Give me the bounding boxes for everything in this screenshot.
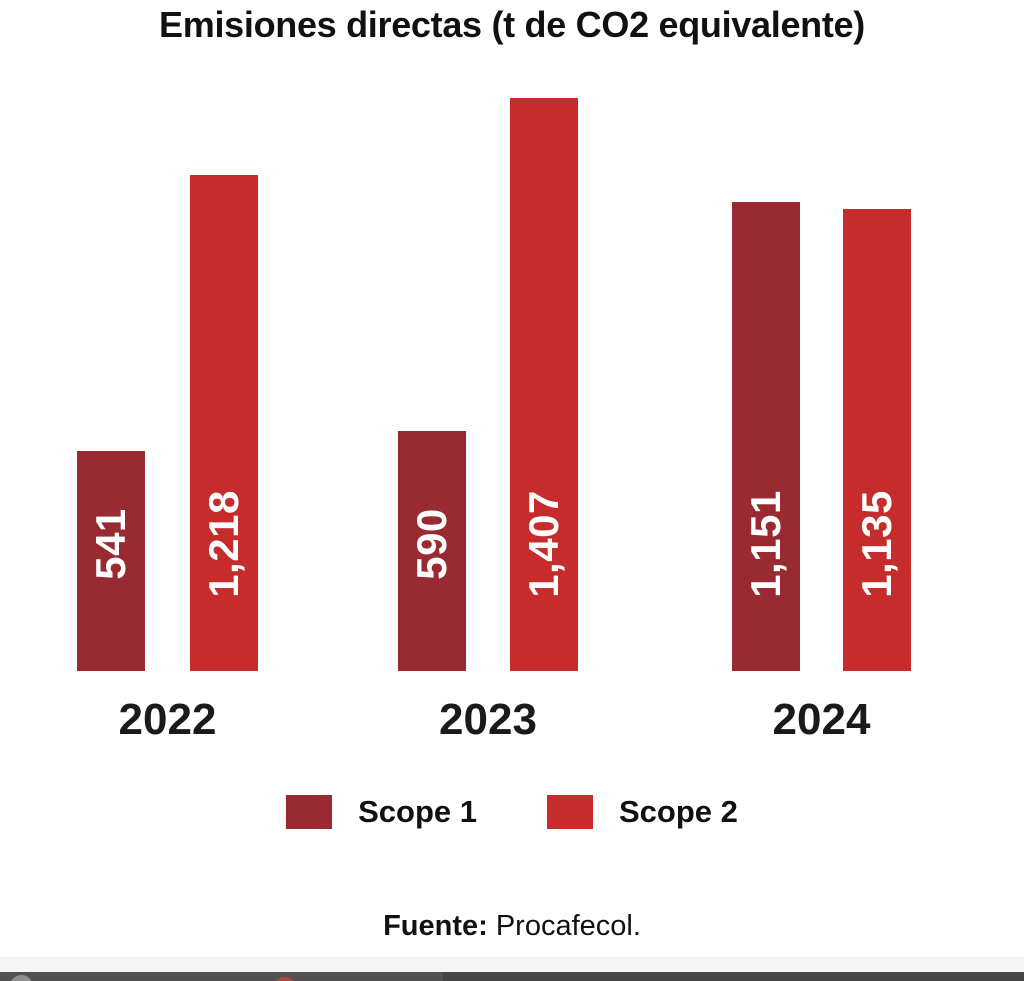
bar-scope-2-2023: 1,407 [510, 98, 578, 671]
plot-area: 541 1,218 590 1,407 1,151 1,135 [77, 98, 911, 671]
bar-value-label: 1,218 [200, 490, 247, 598]
legend: Scope 1 Scope 2 [0, 794, 1024, 830]
toolbar-record-dot-icon[interactable] [274, 977, 296, 981]
bar-scope-1-2022: 541 [77, 451, 145, 671]
x-axis-label-2022: 2022 [118, 695, 217, 744]
bar-value-label: 541 [87, 508, 134, 580]
legend-swatch-icon [286, 795, 333, 829]
bar-value-label: 590 [408, 508, 455, 580]
legend-item-scope-2: Scope 2 [547, 794, 738, 830]
bar-value-label: 1,407 [520, 490, 567, 598]
source-label: Fuente: [383, 910, 488, 942]
legend-label: Scope 2 [619, 794, 738, 829]
x-axis-label-2023: 2023 [439, 695, 537, 744]
legend-swatch-icon [547, 795, 593, 829]
bar-scope-2-2024: 1,135 [843, 209, 911, 671]
toolbar-avatar-icon[interactable] [10, 975, 33, 981]
bar-value-label: 1,135 [853, 490, 900, 598]
viewer-toolbar-left-segment [0, 972, 443, 981]
legend-item-scope-1: Scope 1 [286, 794, 477, 830]
source-text: Procafecol. [495, 910, 641, 942]
x-axis-label-2024: 2024 [772, 695, 871, 744]
viewer-strip [0, 957, 1024, 972]
legend-label: Scope 1 [358, 794, 477, 829]
chart-title: Emisiones directas (t de CO2 equivalente… [159, 4, 865, 45]
bar-value-label: 1,151 [742, 490, 789, 598]
bar-scope-1-2023: 590 [398, 431, 466, 671]
source-note: Fuente: Procafecol. [0, 910, 1024, 943]
bar-scope-1-2024: 1,151 [732, 202, 800, 671]
bar-scope-2-2022: 1,218 [190, 175, 258, 671]
viewer-toolbar[interactable] [0, 972, 1024, 981]
